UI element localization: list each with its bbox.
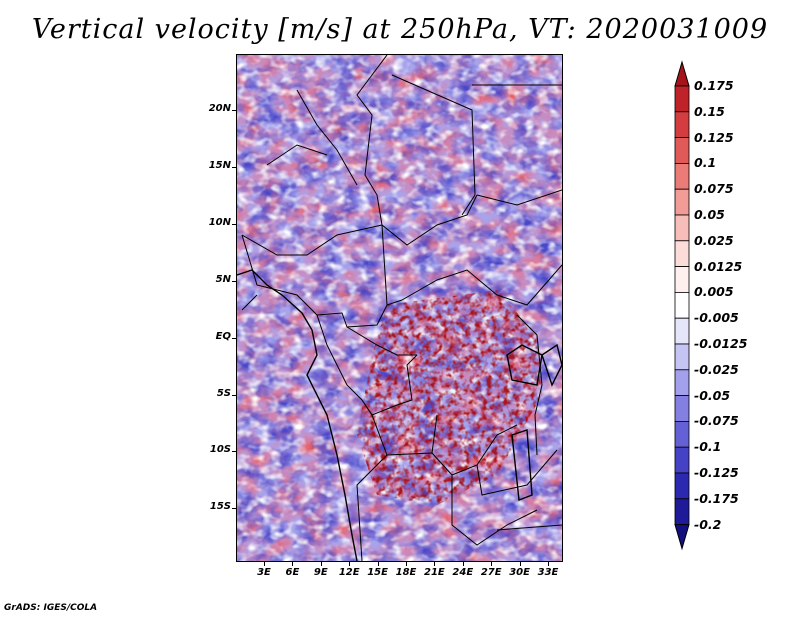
lat-label: 10N bbox=[208, 216, 231, 228]
lon-label: 30E bbox=[509, 567, 530, 578]
colorbar-swatch bbox=[674, 188, 690, 216]
lon-tick bbox=[462, 562, 464, 566]
colorbar-label: -0.175 bbox=[694, 490, 739, 506]
lat-tick bbox=[232, 337, 236, 339]
lat-tick bbox=[232, 280, 236, 282]
colorbar-swatch bbox=[674, 137, 690, 164]
colorbar-label: 0.0125 bbox=[694, 258, 743, 274]
lat-label: 5N bbox=[215, 273, 231, 285]
colorbar-label: -0.05 bbox=[694, 387, 731, 403]
colorbar-label: -0.0125 bbox=[694, 336, 748, 351]
lon-tick bbox=[349, 562, 351, 566]
lon-tick bbox=[320, 562, 322, 566]
colorbar-swatch bbox=[674, 395, 690, 422]
lon-label: 18E bbox=[395, 567, 417, 578]
lat-label: 20N bbox=[208, 103, 231, 114]
map-panel bbox=[236, 54, 563, 562]
colorbar-swatch bbox=[674, 240, 690, 268]
lon-tick bbox=[292, 562, 294, 566]
colorbar-swatch bbox=[674, 420, 690, 448]
colorbar-label: 0.175 bbox=[694, 78, 734, 93]
map-title: Vertical velocity [m/s] at 250hPa, VT: 2… bbox=[31, 14, 769, 45]
lon-label: 24E bbox=[452, 567, 474, 578]
colorbar-swatch bbox=[674, 291, 690, 319]
lat-tick bbox=[232, 166, 236, 168]
colorbar-label: 0.125 bbox=[694, 129, 734, 145]
colorbar-min-arrow bbox=[674, 524, 690, 551]
colorbar-label: -0.075 bbox=[694, 413, 739, 429]
colorbar-label: 0.005 bbox=[694, 284, 734, 300]
lon-tick bbox=[519, 562, 521, 566]
colorbar-label: -0.125 bbox=[694, 465, 739, 480]
colorbar-max-arrow bbox=[674, 60, 690, 87]
colorbar-label: 0.05 bbox=[694, 207, 725, 222]
lon-label: 9E bbox=[313, 567, 328, 578]
colorbar-swatch bbox=[674, 317, 690, 345]
lon-tick bbox=[491, 562, 493, 566]
colorbar-swatch bbox=[674, 498, 690, 525]
lon-tick bbox=[548, 562, 549, 566]
colorbar-label: -0.1 bbox=[694, 439, 722, 455]
field-base bbox=[237, 55, 562, 561]
country-borders bbox=[241, 55, 562, 561]
colorbar-swatch bbox=[674, 163, 690, 190]
lon-label: 12E bbox=[338, 567, 360, 578]
colorbar-swatch bbox=[674, 369, 690, 396]
lon-label: 6E bbox=[285, 567, 300, 578]
colorbar-label: 0.075 bbox=[694, 181, 734, 197]
lat-tick bbox=[232, 394, 236, 396]
lat-tick bbox=[232, 451, 236, 453]
grads-credit: GrADS: IGES/COLA bbox=[4, 603, 98, 613]
lat-label: 5S bbox=[216, 387, 231, 399]
lon-label: 3E bbox=[257, 567, 271, 578]
coastline bbox=[237, 269, 562, 561]
lat-label: EQ bbox=[215, 330, 231, 342]
lon-tick bbox=[377, 562, 379, 566]
lat-label: 10S bbox=[209, 444, 231, 456]
lon-label: 27E bbox=[480, 567, 502, 578]
colorbar-swatch bbox=[674, 343, 690, 371]
lon-label: 21E bbox=[424, 567, 445, 578]
lat-tick bbox=[232, 223, 236, 225]
lon-tick bbox=[406, 562, 407, 566]
lat-label: 15N bbox=[208, 159, 231, 171]
colorbar-swatch bbox=[674, 446, 690, 474]
lon-label: 33E bbox=[537, 567, 559, 578]
lat-label: 15S bbox=[209, 501, 231, 513]
colorbar-swatch bbox=[674, 85, 690, 113]
colorbar-swatch bbox=[674, 266, 690, 293]
lon-tick bbox=[434, 562, 436, 566]
lon-tick bbox=[264, 562, 265, 566]
colorbar-swatch bbox=[674, 214, 690, 242]
colorbar-label: -0.2 bbox=[694, 516, 722, 532]
colorbar-label: -0.005 bbox=[694, 310, 739, 326]
colorbar-label: 0.025 bbox=[694, 232, 734, 248]
colorbar-label: 0.15 bbox=[694, 103, 725, 119]
lon-label: 15E bbox=[367, 567, 388, 578]
lat-tick bbox=[232, 110, 236, 111]
colorbar-label: -0.025 bbox=[694, 361, 739, 377]
colorbar-label: 0.1 bbox=[694, 155, 717, 171]
colorbar-swatch bbox=[674, 111, 690, 138]
lat-tick bbox=[232, 508, 236, 510]
colorbar-swatch bbox=[674, 472, 690, 500]
colorbar bbox=[674, 60, 690, 551]
